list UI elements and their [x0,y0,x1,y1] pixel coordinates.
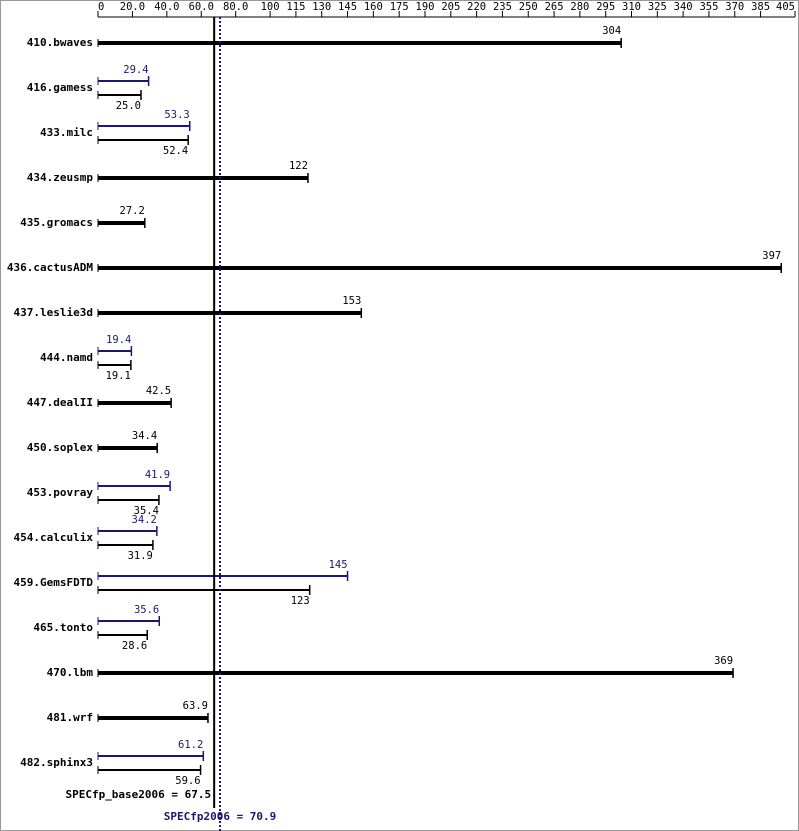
bar [98,221,145,225]
bar [98,446,158,450]
x-tick-label: 175 [390,1,409,13]
category-label: 465.tonto [33,621,93,634]
value-label: 153 [342,295,361,307]
bar [98,266,782,270]
value-label: 31.9 [128,550,153,562]
x-tick-label: 310 [622,1,641,13]
value-label: 34.4 [132,430,157,442]
value-label: 304 [602,25,621,37]
x-tick-label: 265 [545,1,564,13]
value-label: 122 [289,160,308,172]
x-tick-label: 405 [776,1,795,13]
x-tick-label: 325 [648,1,667,13]
x-tick-label: 280 [570,1,589,13]
category-label: 459.GemsFDTD [14,576,94,589]
value-label: 29.4 [123,64,148,76]
bar [98,41,622,45]
value-label: 369 [714,655,733,667]
x-tick-label: 160 [364,1,383,13]
bar [98,671,734,675]
x-tick-label: 40.0 [154,1,179,13]
x-tick-label: 385 [751,1,770,13]
category-label: 454.calculix [14,531,94,544]
value-label: 145 [329,559,348,571]
category-label: 410.bwaves [27,36,93,49]
bar [98,176,308,180]
x-tick-label: 145 [338,1,357,13]
category-label: 433.milc [40,126,93,139]
x-tick-label: 205 [441,1,460,13]
x-tick-label: 250 [519,1,538,13]
value-label: 34.2 [132,514,157,526]
category-label: 482.sphinx3 [20,756,93,769]
x-tick-label: 0 [98,1,104,13]
bar [98,311,362,315]
value-label: 19.1 [106,370,131,382]
value-label: 25.0 [116,100,141,112]
value-label: 397 [762,250,781,262]
x-tick-label: 340 [674,1,693,13]
category-label: 453.povray [27,486,94,499]
value-label: 123 [291,595,310,607]
value-label: 42.5 [146,385,171,397]
bar [98,401,172,405]
category-label: 481.wrf [47,711,93,724]
category-label: 447.dealII [27,396,93,409]
value-label: 59.6 [175,775,200,787]
category-label: 416.gamess [27,81,93,94]
x-tick-label: 370 [725,1,744,13]
value-label: 52.4 [163,145,188,157]
value-label: 27.2 [120,205,145,217]
x-tick-label: 355 [699,1,718,13]
value-label: 35.6 [134,604,159,616]
value-label: 61.2 [178,739,203,751]
x-tick-label: 295 [596,1,615,13]
x-tick-label: 115 [286,1,305,13]
x-tick-label: 235 [493,1,512,13]
category-label: 434.zeusmp [27,171,94,184]
x-tick-label: 190 [416,1,435,13]
category-label: 444.namd [40,351,93,364]
value-label: 35.4 [134,505,159,517]
category-label: 435.gromacs [20,216,93,229]
x-tick-label: 220 [467,1,486,13]
category-label: 436.cactusADM [7,261,93,274]
x-tick-label: 20.0 [120,1,145,13]
category-label: 450.soplex [27,441,94,454]
value-label: 41.9 [145,469,170,481]
value-label: 28.6 [122,640,147,652]
x-tick-label: 130 [312,1,331,13]
reference-label: SPECfp2006 = 70.9 [164,810,277,823]
x-tick-label: 100 [261,1,280,13]
category-label: 437.leslie3d [14,306,93,319]
value-label: 19.4 [106,334,131,346]
category-label: 470.lbm [47,666,94,679]
reference-label: SPECfp_base2006 = 67.5 [65,788,211,801]
value-label: 63.9 [183,700,208,712]
value-label: 53.3 [164,109,189,121]
bar [98,716,208,720]
x-tick-label: 60.0 [189,1,214,13]
x-tick-label: 80.0 [223,1,248,13]
